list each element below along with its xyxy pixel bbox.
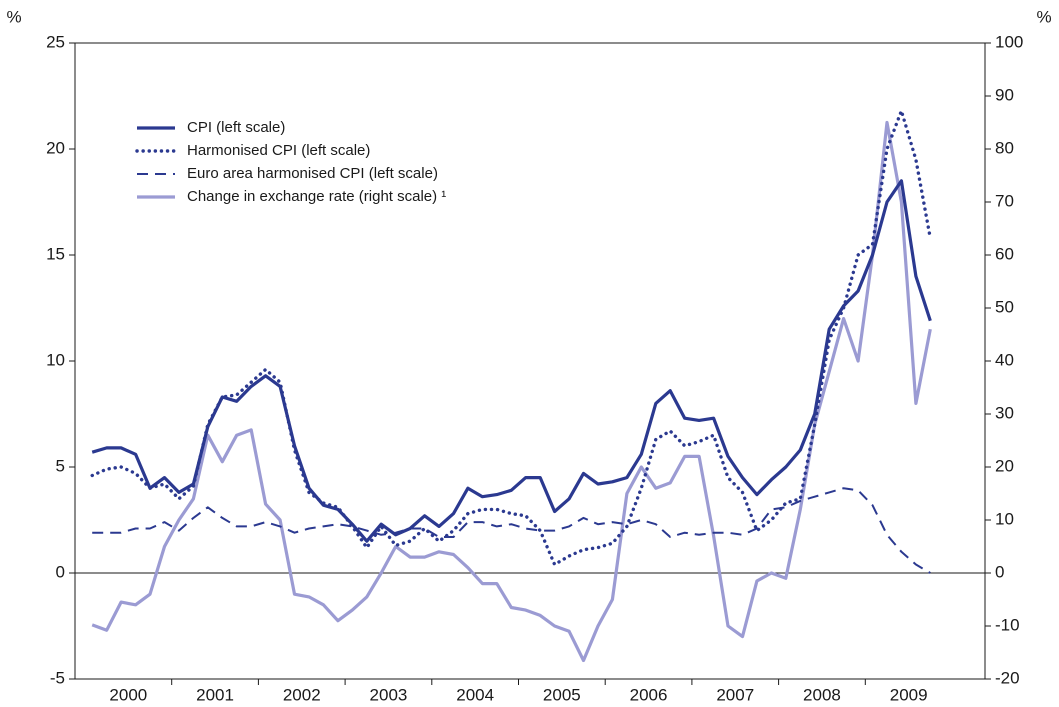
x-tick-label: 2004	[456, 685, 494, 704]
x-tick-label: 2001	[196, 685, 234, 704]
series-line	[92, 487, 931, 574]
y2-tick-label: 20	[995, 456, 1014, 475]
y-tick-label: 25	[46, 32, 65, 51]
x-tick-label: 2009	[890, 685, 928, 704]
x-tick-label: 2006	[630, 685, 668, 704]
y2-tick-label: 100	[995, 32, 1023, 51]
y-tick-label: 0	[56, 562, 65, 581]
legend-label: Harmonised CPI (left scale)	[187, 142, 370, 159]
x-tick-label: 2008	[803, 685, 841, 704]
x-tick-label: 2007	[716, 685, 754, 704]
y2-tick-label: -10	[995, 615, 1020, 634]
y2-tick-label: 90	[995, 85, 1014, 104]
plot-frame	[74, 42, 986, 680]
x-tick-label: 2005	[543, 685, 581, 704]
y2-tick-label: 70	[995, 191, 1014, 210]
y2-tick-label: 80	[995, 138, 1014, 157]
y-axis-unit: %	[6, 7, 21, 26]
y-tick-label: 20	[46, 138, 65, 157]
y2-tick-label: 30	[995, 403, 1014, 422]
series-line	[90, 109, 932, 567]
x-tick-label: 2003	[370, 685, 408, 704]
y2-tick-label: 40	[995, 350, 1014, 369]
y2-tick-label: 10	[995, 509, 1014, 528]
y-tick-label: 5	[56, 456, 65, 475]
legend-label: Euro area harmonised CPI (left scale)	[187, 165, 438, 182]
legend-label: CPI (left scale)	[187, 119, 285, 136]
y2-tick-label: 0	[995, 562, 1004, 581]
y2-tick-label: 50	[995, 297, 1014, 316]
x-tick-label: 2000	[109, 685, 147, 704]
series-line	[91, 179, 932, 543]
y2-tick-label: -20	[995, 668, 1020, 687]
y-tick-label: -5	[50, 668, 65, 687]
y2-tick-label: 60	[995, 244, 1014, 263]
legend-label: Change in exchange rate (right scale) ¹	[187, 188, 446, 205]
y-tick-label: 10	[46, 350, 65, 369]
y-tick-label: 15	[46, 244, 65, 263]
series-line	[91, 120, 932, 663]
x-tick-label: 2002	[283, 685, 321, 704]
y2-axis-unit: %	[1036, 7, 1051, 26]
